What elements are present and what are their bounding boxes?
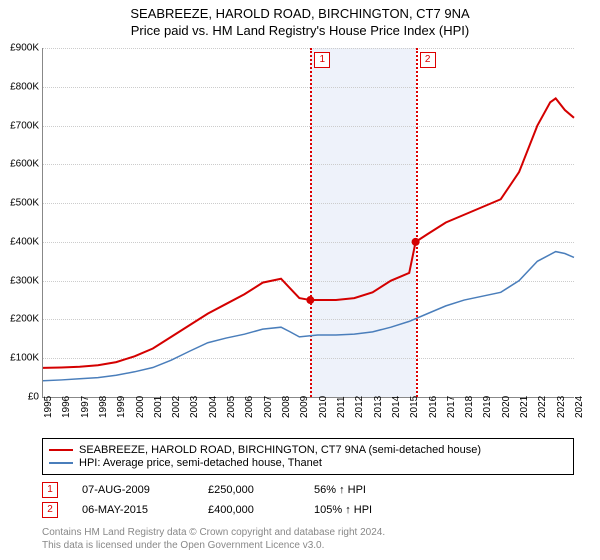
- sale-row: 2 06-MAY-2015 £400,000 105% ↑ HPI: [42, 502, 574, 518]
- footnote: Contains HM Land Registry data © Crown c…: [42, 526, 574, 552]
- x-axis-tick: 2021: [519, 396, 530, 418]
- chart-svg: [43, 48, 574, 397]
- sale-vs-hpi: 105% ↑ HPI: [314, 504, 414, 516]
- x-axis-tick: 1996: [61, 396, 72, 418]
- chart-plot-area: £0£100K£200K£300K£400K£500K£600K£700K£80…: [42, 48, 574, 398]
- legend-label: HPI: Average price, semi-detached house,…: [79, 457, 322, 469]
- legend-row: SEABREEZE, HAROLD ROAD, BIRCHINGTON, CT7…: [49, 444, 567, 456]
- x-axis-tick: 2013: [373, 396, 384, 418]
- x-axis-tick: 2001: [153, 396, 164, 418]
- x-axis-tick: 2005: [226, 396, 237, 418]
- x-axis-tick: 2024: [574, 396, 585, 418]
- legend-row: HPI: Average price, semi-detached house,…: [49, 457, 567, 469]
- x-axis-tick: 2007: [263, 396, 274, 418]
- event-marker: 1: [314, 52, 330, 68]
- sale-dot: [412, 238, 420, 246]
- x-axis-tick: 2006: [244, 396, 255, 418]
- x-axis-tick: 2000: [135, 396, 146, 418]
- sale-dot: [306, 296, 314, 304]
- sale-row: 1 07-AUG-2009 £250,000 56% ↑ HPI: [42, 482, 574, 498]
- chart-title: SEABREEZE, HAROLD ROAD, BIRCHINGTON, CT7…: [0, 6, 600, 21]
- x-axis-tick: 2012: [354, 396, 365, 418]
- title-block: SEABREEZE, HAROLD ROAD, BIRCHINGTON, CT7…: [0, 0, 600, 38]
- x-axis-tick: 2014: [391, 396, 402, 418]
- x-axis-tick: 1999: [116, 396, 127, 418]
- x-axis-tick: 2016: [428, 396, 439, 418]
- y-axis-tick: £400K: [3, 236, 39, 247]
- x-axis-tick: 1998: [98, 396, 109, 418]
- legend: SEABREEZE, HAROLD ROAD, BIRCHINGTON, CT7…: [42, 438, 574, 475]
- y-axis-tick: £100K: [3, 353, 39, 364]
- chart-subtitle: Price paid vs. HM Land Registry's House …: [0, 23, 600, 38]
- x-axis-tick: 1995: [43, 396, 54, 418]
- series-line-hpi: [43, 252, 574, 381]
- series-line-price_paid: [43, 98, 574, 368]
- sale-price: £250,000: [208, 484, 308, 496]
- sale-badge: 1: [42, 482, 58, 498]
- y-axis-tick: £500K: [3, 198, 39, 209]
- x-axis-tick: 2008: [281, 396, 292, 418]
- x-axis-tick: 2017: [446, 396, 457, 418]
- sale-date: 06-MAY-2015: [82, 504, 202, 516]
- x-axis-tick: 2009: [299, 396, 310, 418]
- event-marker: 2: [420, 52, 436, 68]
- y-axis-tick: £700K: [3, 120, 39, 131]
- x-axis-tick: 2019: [482, 396, 493, 418]
- sale-vs-hpi: 56% ↑ HPI: [314, 484, 414, 496]
- x-axis-tick: 2010: [318, 396, 329, 418]
- y-axis-tick: £600K: [3, 159, 39, 170]
- y-axis-tick: £900K: [3, 43, 39, 54]
- legend-label: SEABREEZE, HAROLD ROAD, BIRCHINGTON, CT7…: [79, 444, 481, 456]
- footnote-line: Contains HM Land Registry data © Crown c…: [42, 526, 574, 539]
- sale-badge: 2: [42, 502, 58, 518]
- y-axis-tick: £300K: [3, 275, 39, 286]
- x-axis-tick: 2022: [537, 396, 548, 418]
- chart-container: SEABREEZE, HAROLD ROAD, BIRCHINGTON, CT7…: [0, 0, 600, 560]
- y-axis-tick: £0: [3, 392, 39, 403]
- x-axis-tick: 2023: [556, 396, 567, 418]
- x-axis-tick: 2015: [409, 396, 420, 418]
- sale-price: £400,000: [208, 504, 308, 516]
- x-axis-tick: 2011: [336, 396, 347, 418]
- y-axis-tick: £800K: [3, 81, 39, 92]
- x-axis-tick: 2003: [189, 396, 200, 418]
- legend-swatch: [49, 449, 73, 451]
- x-axis-tick: 2020: [501, 396, 512, 418]
- sale-date: 07-AUG-2009: [82, 484, 202, 496]
- x-axis-tick: 2004: [208, 396, 219, 418]
- x-axis-tick: 1997: [80, 396, 91, 418]
- y-axis-tick: £200K: [3, 314, 39, 325]
- x-axis-tick: 2002: [171, 396, 182, 418]
- x-axis-tick: 2018: [464, 396, 475, 418]
- footnote-line: This data is licensed under the Open Gov…: [42, 539, 574, 552]
- legend-swatch: [49, 462, 73, 464]
